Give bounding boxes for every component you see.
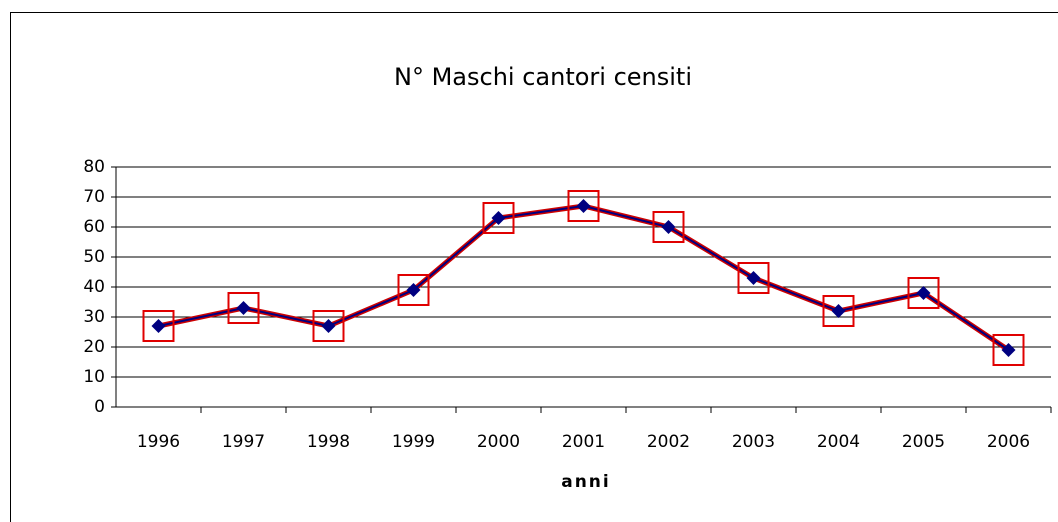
y-tick-label: 20	[83, 337, 105, 357]
marker-box	[992, 334, 1025, 366]
marker-box	[737, 262, 770, 294]
marker	[151, 319, 166, 333]
chart-frame	[10, 12, 1058, 522]
x-tick-label: 2002	[647, 432, 690, 452]
marker-box	[652, 211, 685, 243]
x-tick-label: 2006	[987, 432, 1030, 452]
y-tick-label: 60	[83, 217, 105, 237]
marker-box	[567, 190, 600, 222]
y-tick-label: 50	[83, 247, 105, 267]
x-tick-label: 2001	[562, 432, 605, 452]
marker-box	[142, 310, 175, 342]
x-tick-label: 1999	[392, 432, 435, 452]
y-tick-label: 0	[94, 397, 105, 417]
x-tick-label: 1996	[137, 432, 180, 452]
x-tick-label: 2000	[477, 432, 520, 452]
marker	[491, 211, 506, 225]
marker	[321, 319, 336, 333]
marker-box	[822, 295, 855, 327]
chart-title: N° Maschi cantori censiti	[394, 63, 692, 91]
marker	[661, 220, 676, 234]
y-tick-label: 10	[83, 367, 105, 387]
y-tick-label: 80	[83, 157, 105, 177]
marker	[236, 301, 251, 315]
marker-box	[227, 292, 260, 324]
y-tick-label: 30	[83, 307, 105, 327]
x-axis-label: anni	[561, 472, 611, 492]
marker-box	[397, 274, 430, 306]
x-tick-label: 2004	[817, 432, 860, 452]
marker-box	[312, 310, 345, 342]
x-tick-label: 1998	[307, 432, 350, 452]
marker-box	[907, 277, 940, 309]
x-tick-label: 2003	[732, 432, 775, 452]
x-tick-label: 1997	[222, 432, 265, 452]
marker	[916, 286, 931, 300]
marker	[1001, 343, 1016, 357]
y-tick-label: 40	[83, 277, 105, 297]
marker	[746, 271, 761, 285]
marker	[831, 304, 846, 318]
y-tick-label: 70	[83, 187, 105, 207]
x-tick-label: 2005	[902, 432, 945, 452]
marker	[406, 283, 421, 297]
marker	[576, 199, 591, 213]
marker-box	[482, 202, 515, 234]
